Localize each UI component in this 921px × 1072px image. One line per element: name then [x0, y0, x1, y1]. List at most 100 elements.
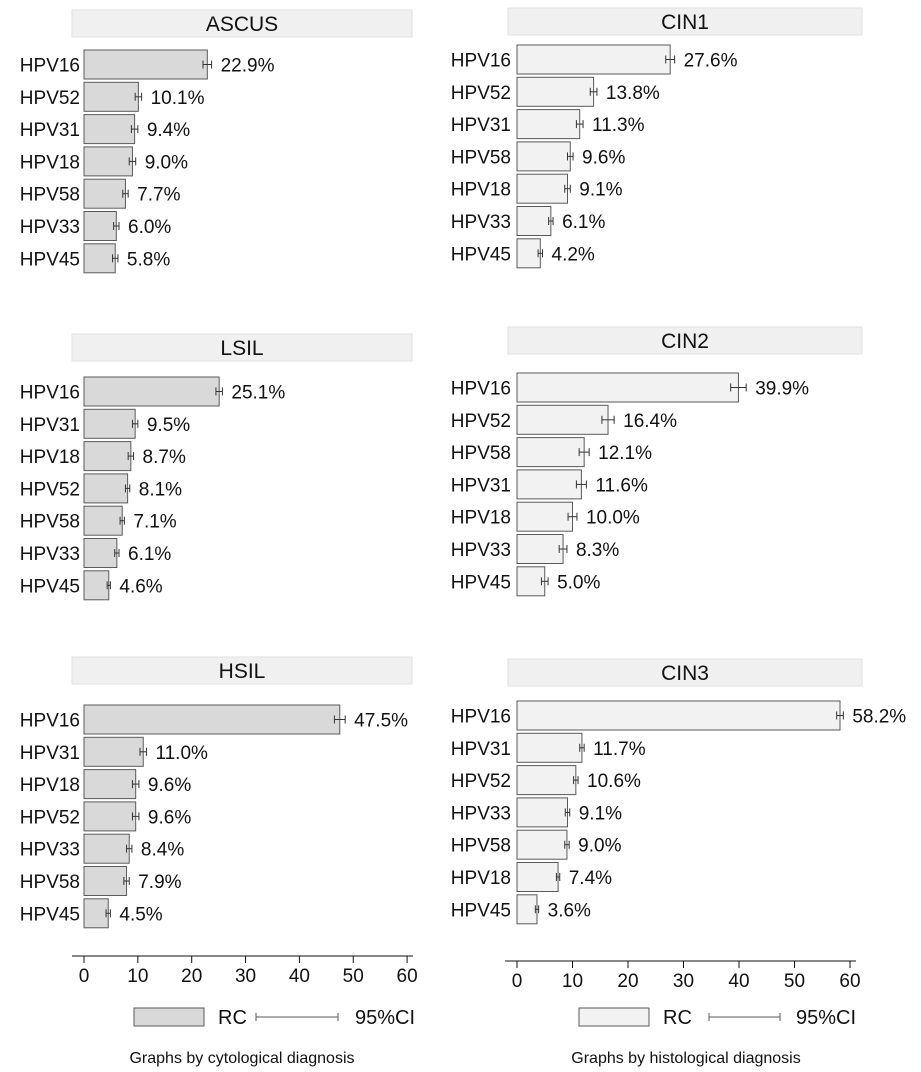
error-bar [114, 549, 120, 557]
panel-header [507, 7, 863, 36]
category-label: HPV18 [20, 447, 80, 468]
category-label: HPV33 [20, 544, 80, 565]
error-bar [665, 55, 676, 64]
legend-swatch-rc [578, 1007, 650, 1027]
legend-label-rc: RC [218, 1007, 247, 1029]
data-label: 8.7% [143, 447, 186, 468]
category-label: HPV33 [451, 803, 511, 824]
tick-label: 10 [562, 971, 583, 992]
data-label: 58.2% [852, 707, 906, 728]
error-bar [122, 189, 129, 198]
error-bar [202, 60, 213, 69]
panel-header [71, 9, 413, 38]
error-bar [578, 448, 590, 457]
error-bar [123, 877, 130, 885]
panel-cin1: CIN1 HPV16 27.6% HPV52 13.8% HPV31 11.3% HPV58 9… [451, 7, 863, 269]
bar [83, 704, 341, 735]
data-label: 9.6% [582, 147, 625, 168]
bar [83, 211, 117, 241]
category-label: HPV45 [451, 244, 511, 265]
panel-ascus: ASCUS HPV16 22.9% HPV52 10.1% HPV31 9.4% HPV18 9… [20, 9, 413, 274]
bar [516, 141, 571, 172]
data-label: 8.3% [576, 540, 619, 561]
tick-label: 20 [181, 966, 202, 987]
x-axis-left: 0 10 20 30 40 50 60 [72, 955, 418, 987]
tick-label: 40 [728, 971, 749, 992]
category-label: HPV45 [20, 249, 80, 270]
tick-label: 0 [79, 966, 90, 987]
data-label: 27.6% [684, 51, 738, 72]
bar [83, 833, 130, 864]
data-label: 11.7% [593, 739, 646, 760]
data-label: 3.6% [548, 900, 591, 921]
data-label: 4.6% [119, 576, 162, 597]
error-bar [567, 512, 578, 521]
bar [83, 769, 137, 800]
data-label: 16.4% [623, 411, 677, 432]
legend-swatch-rc [133, 1007, 205, 1027]
bar [83, 538, 118, 568]
bar [516, 404, 609, 435]
category-label: HPV31 [20, 743, 80, 764]
bar [83, 736, 144, 767]
error-bar [124, 484, 131, 493]
category-label: HPV31 [451, 115, 511, 136]
tick-label: 30 [235, 966, 256, 987]
data-label: 6.1% [562, 212, 605, 233]
category-label: HPV33 [20, 217, 80, 238]
category-label: HPV16 [20, 56, 80, 77]
category-label: HPV52 [451, 83, 511, 104]
data-label: 13.8% [606, 83, 660, 104]
bar [516, 372, 739, 403]
bar [83, 81, 139, 112]
panel-header [507, 326, 863, 355]
bar [516, 829, 568, 860]
category-label: HPV31 [20, 415, 80, 436]
bar [516, 173, 569, 204]
error-bar [112, 254, 119, 263]
bar [516, 534, 564, 564]
category-label: HPV33 [451, 540, 511, 561]
error-bar [131, 812, 140, 821]
legend-ci-line [708, 1013, 781, 1021]
data-label: 4.2% [552, 244, 595, 265]
category-label: HPV58 [451, 147, 511, 168]
panel-cin3: CIN3 HPV16 58.2% HPV31 11.7% HPV52 10.6% HPV33 9… [451, 658, 906, 925]
tick-label: 60 [397, 966, 418, 987]
category-label: HPV52 [20, 479, 80, 500]
bar [516, 76, 595, 107]
bar [83, 114, 136, 145]
category-label: HPV33 [451, 212, 511, 233]
right-caption: Graphs by histological diagnosis [571, 1050, 800, 1067]
bar [83, 408, 136, 439]
data-label: 9.1% [579, 180, 622, 201]
error-bar [573, 776, 579, 785]
bar [83, 570, 110, 601]
bar [83, 178, 126, 209]
panel-header [507, 658, 863, 687]
data-label: 4.5% [119, 904, 162, 925]
panel-title: CIN3 [661, 662, 709, 685]
error-bar [215, 387, 223, 396]
panel-cin2: CIN2 HPV16 39.9% HPV52 16.4% HPV58 12.1% HPV31 1… [451, 326, 863, 597]
error-bar [139, 747, 147, 756]
data-label: 10.1% [151, 88, 205, 109]
legend-label-ci: 95%CI [796, 1007, 856, 1029]
panel-title: ASCUS [206, 13, 278, 36]
bar [83, 801, 137, 832]
category-label: HPV33 [20, 840, 80, 861]
error-bar [575, 120, 584, 129]
error-bar [105, 909, 111, 918]
category-label: HPV31 [451, 475, 511, 496]
legend-right: RC 95%CI [578, 1007, 856, 1029]
tick-label: 20 [617, 971, 638, 992]
data-label: 39.9% [755, 379, 809, 400]
data-label: 10.0% [586, 508, 640, 529]
data-label: 9.1% [579, 803, 622, 824]
error-bar [575, 480, 587, 489]
category-label: HPV45 [20, 904, 80, 925]
data-label: 6.0% [128, 217, 171, 238]
error-bar [128, 157, 137, 166]
panel-title: CIN1 [661, 11, 709, 34]
data-label: 12.1% [598, 443, 652, 464]
